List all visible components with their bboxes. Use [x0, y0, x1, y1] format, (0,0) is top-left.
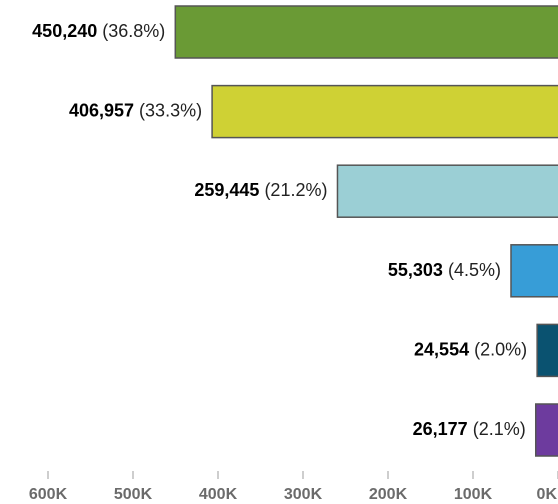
bar [536, 323, 558, 378]
bar-value-label: 259,445 (21.2%) [194, 180, 327, 200]
bar-percent: (4.5%) [443, 260, 501, 280]
bar-value-label: 26,177 (2.1%) [413, 419, 526, 439]
bars [174, 5, 558, 457]
x-tick-label: 100K [454, 486, 493, 503]
bar-value: 26,177 [413, 419, 468, 439]
data-labels: 450,240 (36.8%) 406,957 (33.3%) 259,445 (2… [32, 21, 527, 439]
bar [211, 84, 558, 139]
bar-value: 55,303 [388, 260, 443, 280]
x-tick-label: 0K [537, 486, 558, 503]
bar-percent: (21.2%) [259, 180, 327, 200]
bar [534, 403, 558, 457]
bar-value-label: 24,554 (2.0%) [414, 339, 527, 359]
bar-percent: (2.1%) [468, 419, 526, 439]
bar [174, 5, 558, 59]
bar-value-label: 450,240 (36.8%) [32, 21, 165, 41]
bar [336, 164, 558, 218]
bar-value: 450,240 [32, 21, 97, 41]
bar-percent: (33.3%) [134, 100, 202, 120]
bar-value-label: 55,303 (4.5%) [388, 260, 501, 280]
bar-percent: (36.8%) [97, 21, 165, 41]
bar-value: 406,957 [69, 100, 134, 120]
bar-value: 259,445 [194, 180, 259, 200]
x-tick-label: 600K [29, 486, 68, 503]
x-tick-label: 500K [114, 486, 153, 503]
x-tick-label: 200K [369, 486, 408, 503]
bar-percent: (2.0%) [469, 339, 527, 359]
bar-value: 24,554 [414, 339, 469, 359]
x-tick-label: 400K [199, 486, 238, 503]
bar-value-label: 406,957 (33.3%) [69, 100, 202, 120]
x-axis: 600K 500K 400K 300K 200K 100K 0K [29, 471, 558, 503]
x-tick-label: 300K [284, 486, 323, 503]
bar [510, 244, 558, 298]
